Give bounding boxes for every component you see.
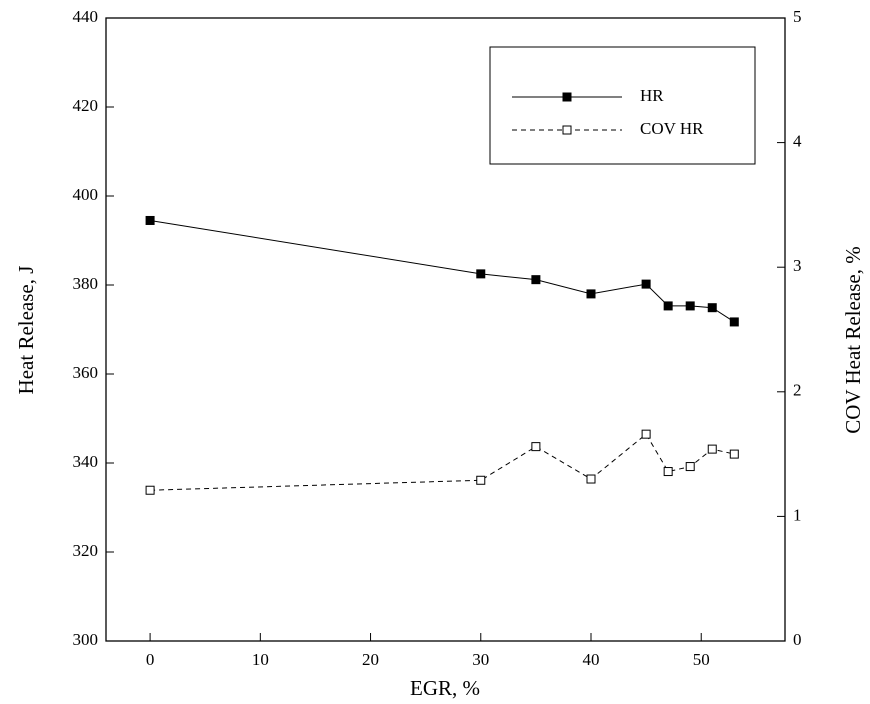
y2-tick-label: 5 — [793, 7, 802, 26]
x-axis-label: EGR, % — [410, 676, 480, 700]
x-tick-label: 30 — [472, 650, 489, 669]
marker — [641, 429, 651, 439]
marker — [707, 303, 717, 313]
y-tick-label: 420 — [73, 96, 99, 115]
y2-tick-label: 3 — [793, 256, 802, 275]
y2-tick-label: 2 — [793, 381, 802, 400]
y-tick-label: 360 — [73, 363, 99, 382]
y-tick-label: 300 — [73, 630, 99, 649]
y-tick-label: 400 — [73, 185, 99, 204]
x-tick-label: 20 — [362, 650, 379, 669]
marker — [531, 275, 541, 285]
marker — [685, 301, 695, 311]
y2-tick-label: 4 — [793, 132, 802, 151]
marker — [641, 279, 651, 289]
y2-tick-label: 0 — [793, 630, 802, 649]
x-tick-label: 10 — [252, 650, 269, 669]
y2-axis-label: COV Heat Release, % — [841, 246, 865, 433]
y2-tick-label: 1 — [793, 505, 802, 524]
series-line — [150, 433, 735, 491]
marker — [476, 475, 486, 485]
marker — [586, 474, 596, 484]
x-tick-label: 0 — [146, 650, 155, 669]
marker — [663, 301, 673, 311]
marker — [531, 442, 541, 452]
series-line — [150, 219, 735, 323]
marker — [476, 269, 486, 279]
y-tick-label: 380 — [73, 274, 99, 293]
y-axis-label: Heat Release, J — [14, 266, 38, 395]
y-tick-label: 320 — [73, 541, 99, 560]
marker — [729, 449, 739, 459]
y-tick-label: 340 — [73, 452, 99, 471]
legend-box — [489, 46, 756, 165]
marker — [145, 485, 155, 495]
marker — [145, 215, 155, 225]
legend-label: COV HR — [640, 119, 704, 138]
y-tick-label: 440 — [73, 7, 99, 26]
marker — [663, 467, 673, 477]
legend-label: HR — [640, 86, 664, 105]
x-tick-label: 40 — [583, 650, 600, 669]
marker — [729, 317, 739, 327]
legend-marker — [562, 92, 572, 102]
marker — [586, 289, 596, 299]
marker — [707, 444, 717, 454]
marker — [685, 462, 695, 472]
plot-frame — [105, 17, 786, 642]
legend-marker — [562, 125, 572, 135]
x-tick-label: 50 — [693, 650, 710, 669]
